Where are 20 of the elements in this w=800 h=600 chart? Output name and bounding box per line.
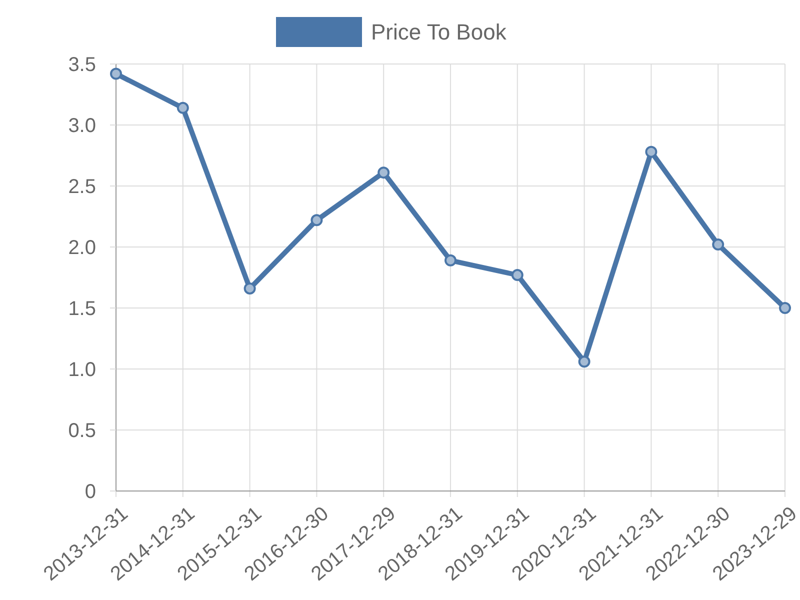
point: [645, 146, 658, 158]
point: [110, 68, 122, 80]
point: [779, 302, 791, 314]
y-tick-label: 2.5: [68, 176, 96, 198]
point: [578, 356, 590, 368]
y-tick-label: 0: [84, 481, 96, 503]
y-tick-label: 1.0: [68, 359, 96, 381]
point: [310, 214, 323, 226]
point: [244, 282, 256, 294]
y-tick-label: 0.5: [68, 420, 96, 442]
point: [176, 102, 189, 114]
point: [511, 269, 524, 282]
point: [712, 238, 724, 251]
legend-label: Price To Book: [371, 20, 508, 45]
point: [444, 254, 456, 266]
y-tick-label: 2.0: [68, 237, 96, 259]
y-tick-label: 1.5: [68, 298, 96, 320]
point: [378, 166, 390, 179]
y-tick-label: 3.5: [68, 54, 96, 76]
y-tick-label: 3.0: [68, 115, 96, 137]
